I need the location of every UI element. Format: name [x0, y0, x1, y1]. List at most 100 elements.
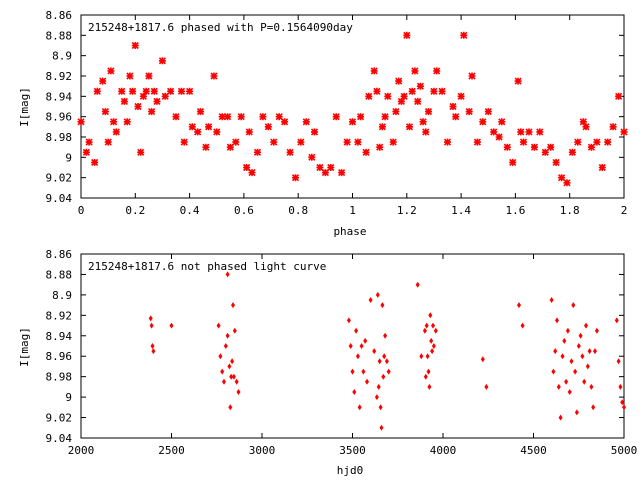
data-point [604, 138, 612, 146]
y-tick-label: 9.02 [46, 172, 73, 185]
data-point [134, 102, 142, 111]
data-point [232, 138, 240, 146]
y-tick-label: 8.88 [46, 268, 73, 281]
data-point [343, 138, 351, 146]
data-point [567, 389, 572, 395]
data-point [348, 118, 357, 126]
data-point [520, 322, 525, 329]
y-axis-label: I[mag] [18, 327, 31, 367]
data-point [281, 118, 289, 126]
data-point [553, 348, 558, 355]
data-point [123, 118, 131, 126]
data-point [591, 404, 596, 411]
data-point [419, 353, 424, 360]
data-point [270, 138, 278, 146]
data-point [541, 148, 549, 156]
y-tick-label: 9 [65, 391, 72, 404]
data-point [383, 332, 388, 339]
data-point [574, 138, 582, 146]
data-point [430, 87, 438, 95]
data-point [131, 41, 139, 50]
data-point [593, 138, 601, 146]
data-point [149, 322, 154, 329]
data-point [517, 302, 521, 309]
data-point [582, 123, 590, 131]
data-point [172, 113, 180, 121]
data-point [93, 87, 101, 95]
data-point [226, 143, 234, 151]
data-point [622, 404, 626, 411]
data-point [386, 368, 391, 375]
x-tick-label: 1.6 [505, 204, 525, 217]
data-point [142, 87, 150, 95]
data-point [107, 67, 115, 75]
data-point [205, 123, 213, 131]
data-point [384, 358, 389, 365]
data-point [422, 327, 427, 334]
data-point [427, 383, 432, 390]
x-tick-label: 0.4 [180, 204, 200, 217]
data-point [423, 373, 428, 380]
data-point [552, 158, 560, 166]
x-tick-label: 1.4 [451, 204, 471, 217]
data-point [361, 368, 366, 375]
data-point [225, 332, 230, 339]
data-point [357, 113, 365, 121]
data-point [231, 302, 235, 309]
y-tick-label: 8.98 [46, 371, 73, 384]
data-point [558, 414, 563, 421]
data-point [194, 128, 202, 136]
data-point [620, 128, 628, 136]
data-point [167, 87, 175, 95]
data-point [218, 353, 223, 360]
data-point [429, 337, 434, 344]
data-point [584, 322, 588, 329]
data-point [218, 113, 226, 121]
data-point [112, 128, 120, 136]
data-point [424, 108, 433, 116]
y-tick-label: 9.04 [46, 432, 73, 445]
x-tick-label: 2000 [68, 444, 95, 457]
data-point [438, 87, 446, 95]
data-point [264, 123, 272, 131]
data-point [397, 97, 405, 105]
data-point [579, 118, 587, 126]
data-point [379, 424, 384, 431]
x-tick-label: 1.2 [397, 204, 417, 217]
data-point [400, 92, 408, 100]
data-point [419, 118, 427, 126]
data-point [302, 118, 310, 126]
data-point [321, 169, 329, 177]
x-tick-label: 3000 [249, 444, 276, 457]
data-point [101, 108, 109, 116]
data-point [452, 113, 460, 121]
data-point [509, 158, 517, 166]
data-point [549, 297, 554, 303]
y-axis-label: I[mag] [18, 87, 31, 127]
data-point [231, 373, 236, 380]
data-point [139, 92, 147, 100]
y-tick-label: 8.96 [46, 350, 73, 363]
data-point [370, 67, 378, 75]
data-point [228, 404, 233, 411]
data-point [380, 302, 385, 309]
data-point [525, 128, 533, 136]
data-point [352, 389, 357, 395]
data-point [253, 148, 262, 156]
data-point [332, 113, 340, 121]
data-point [225, 271, 230, 278]
y-tick-label: 9 [65, 151, 72, 164]
data-point [210, 72, 218, 80]
data-point [82, 148, 90, 156]
data-point [291, 174, 300, 182]
data-point [490, 128, 498, 136]
data-point [375, 291, 380, 298]
data-point [373, 87, 381, 95]
data-point [196, 108, 205, 116]
data-point [381, 113, 389, 121]
data-point [348, 343, 353, 349]
data-point [392, 108, 400, 116]
data-point [104, 138, 112, 146]
data-point [186, 87, 194, 95]
